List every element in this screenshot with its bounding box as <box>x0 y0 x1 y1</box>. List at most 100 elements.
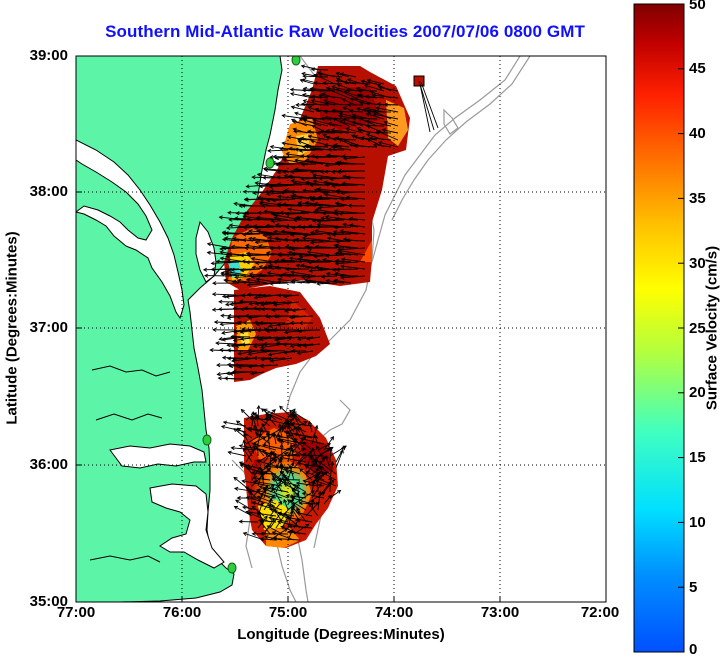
velocity-arrow <box>332 146 352 151</box>
colorbar-tick-label: 15 <box>689 449 706 466</box>
velocity-arrow-head <box>242 447 247 452</box>
velocity-arrow <box>356 127 371 134</box>
velocity-arrow-head <box>294 147 299 152</box>
velocity-arrow-head <box>361 107 367 113</box>
velocity-arrow-head <box>302 118 308 123</box>
velocity-arrow-head <box>224 236 229 241</box>
velocity-arrow <box>318 460 337 475</box>
velocity-arrow <box>242 328 265 331</box>
velocity-arrow-head <box>349 223 354 228</box>
velocity-arrow-head <box>276 170 281 175</box>
velocity-arrow <box>290 233 317 236</box>
velocity-arrow <box>293 182 310 186</box>
velocity-arrow-head <box>302 74 307 79</box>
velocity-arrow-head <box>302 343 307 348</box>
velocity-arrow-head <box>267 504 272 509</box>
velocity-arrow-head <box>314 107 320 113</box>
velocity-arrow-head <box>271 409 276 414</box>
velocity-arrow-head <box>293 425 298 431</box>
velocity-arrow-head <box>261 436 267 441</box>
velocity-arrow <box>270 190 289 193</box>
velocity-arrow <box>263 168 289 172</box>
velocity-arrow-head <box>323 192 329 197</box>
velocity-arrow <box>343 156 366 160</box>
velocity-arrow-head <box>258 485 263 490</box>
velocity-arrow-head <box>343 80 348 85</box>
velocity-arrow-head <box>330 436 335 441</box>
velocity-arrow-head <box>243 197 248 202</box>
velocity-arrow <box>338 138 357 148</box>
velocity-arrow-head <box>251 175 256 180</box>
velocity-arrow-head <box>260 302 265 307</box>
velocity-arrow-head <box>272 452 277 458</box>
velocity-arrow <box>321 275 338 278</box>
velocity-arrow-head <box>300 210 305 215</box>
velocity-arrow-head <box>278 273 283 278</box>
station-marker <box>202 434 212 446</box>
velocity-arrow-head <box>305 470 310 475</box>
velocity-arrow-head <box>280 525 285 530</box>
velocity-arrow-head <box>314 472 319 477</box>
velocity-arrow <box>342 155 359 158</box>
velocity-arrow-head <box>306 129 312 134</box>
velocity-arrow-head <box>250 274 255 279</box>
velocity-arrow <box>287 447 292 463</box>
velocity-arrow-head <box>236 314 241 319</box>
velocity-arrow-head <box>295 485 300 490</box>
velocity-arrow-head <box>366 109 372 114</box>
velocity-arrow-head <box>261 423 266 428</box>
velocity-arrow-head <box>338 138 343 143</box>
velocity-arrow <box>332 109 350 113</box>
station-marker <box>227 562 237 574</box>
velocity-arrow <box>310 232 331 235</box>
velocity-arrow-head <box>254 225 259 230</box>
velocity-arrow-head <box>324 182 329 187</box>
velocity-arrow <box>214 321 237 324</box>
velocity-arrow <box>300 79 315 85</box>
velocity-arrow-head <box>341 181 346 186</box>
velocity-arrow-head <box>343 90 348 95</box>
velocity-arrow <box>346 239 366 242</box>
velocity-arrow-head <box>305 336 311 341</box>
velocity-arrow <box>335 218 359 221</box>
velocity-arrow <box>266 198 289 201</box>
velocity-arrow <box>263 408 289 421</box>
velocity-arrow <box>275 465 295 475</box>
velocity-arrow-head <box>241 479 246 484</box>
velocity-arrow-head <box>296 224 302 229</box>
velocity-arrow-head <box>250 449 255 454</box>
velocity-arrow-head <box>333 143 338 148</box>
velocity-arrow-head <box>333 225 338 230</box>
velocity-arrow-head <box>365 119 370 124</box>
velocity-arrow <box>267 525 283 535</box>
velocity-arrow <box>269 451 272 469</box>
velocity-arrow <box>280 456 307 463</box>
velocity-arrow-head <box>221 246 227 251</box>
velocity-arrow-head <box>231 279 237 284</box>
velocity-arrow-head <box>266 525 271 530</box>
velocity-arrow-head <box>258 320 263 325</box>
velocity-arrow <box>340 230 366 235</box>
velocity-arrow-head <box>287 529 292 535</box>
velocity-arrow-head <box>321 211 326 216</box>
velocity-arrow-head <box>378 85 383 91</box>
velocity-arrow <box>295 168 324 172</box>
velocity-arrow <box>372 110 392 120</box>
velocity-arrow-head <box>227 450 232 455</box>
velocity-arrow-head <box>256 293 262 298</box>
velocity-arrow <box>227 349 251 352</box>
velocity-arrow-head <box>263 535 269 540</box>
velocity-arrow-head <box>328 475 333 481</box>
delmarva-bay-water <box>195 220 217 283</box>
velocity-arrow <box>293 130 315 134</box>
velocity-arrow-head <box>254 415 259 420</box>
velocity-arrow <box>331 86 350 92</box>
velocity-arrow-head <box>313 433 318 439</box>
velocity-arrow-head <box>242 505 247 510</box>
velocity-arrow <box>306 336 321 340</box>
velocity-arrow-head <box>268 497 273 502</box>
velocity-arrow-head <box>252 190 257 196</box>
velocity-arrow-head <box>290 190 295 195</box>
velocity-arrow-head <box>219 347 224 353</box>
velocity-arrow-head <box>292 181 298 186</box>
